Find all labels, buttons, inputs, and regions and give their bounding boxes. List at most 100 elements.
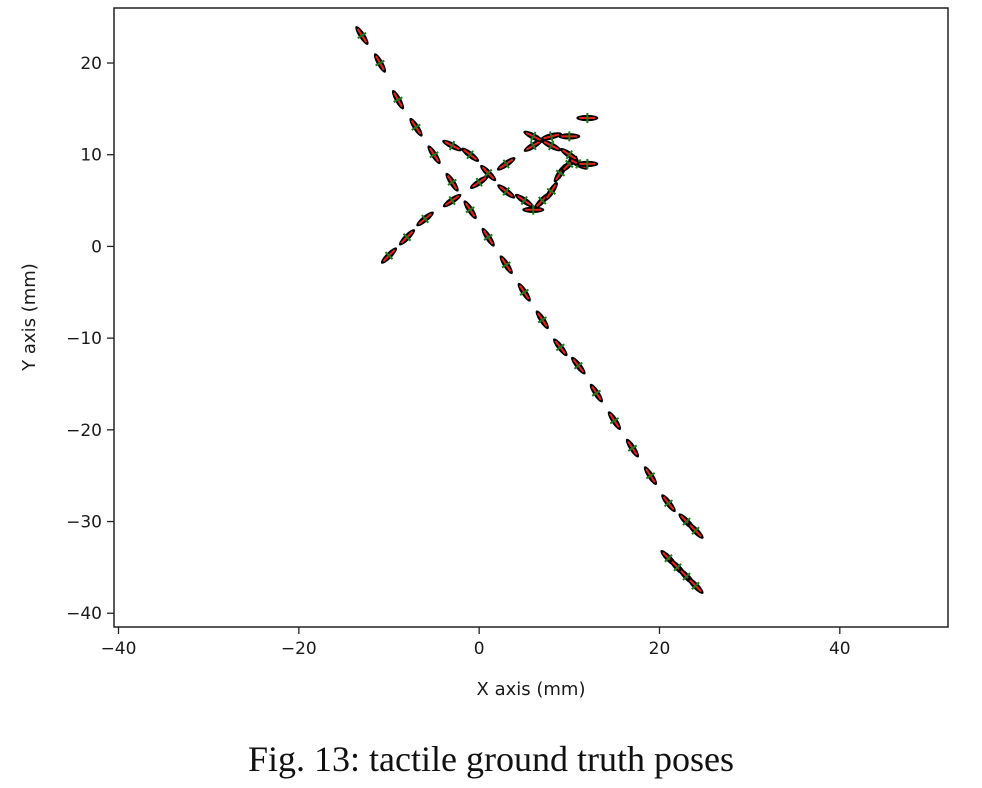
pose-marker bbox=[560, 148, 579, 162]
pose-marker bbox=[497, 184, 516, 199]
pose-axis-green bbox=[673, 563, 682, 572]
pose-marker bbox=[643, 466, 658, 486]
pose-axis-green bbox=[627, 444, 638, 452]
pose-marker bbox=[522, 204, 545, 215]
pose-axis-green bbox=[384, 251, 394, 260]
x-tick-label: −40 bbox=[101, 639, 137, 659]
pose-axis-green bbox=[393, 96, 403, 104]
pose-axis-green bbox=[447, 178, 457, 186]
x-axis-ticks: −40 −20 0 20 40 bbox=[101, 627, 851, 659]
pose-axis-green bbox=[530, 131, 537, 142]
pose-marker bbox=[416, 211, 434, 227]
pose-marker bbox=[442, 193, 462, 208]
pose-marker bbox=[576, 158, 599, 169]
pose-marker bbox=[517, 282, 531, 302]
pose-marker bbox=[541, 139, 562, 152]
pose-marker bbox=[499, 255, 513, 275]
pose-axis-green bbox=[555, 343, 565, 352]
pose-marker bbox=[463, 200, 477, 220]
pose-axis-green bbox=[375, 59, 385, 67]
pose-axis-green bbox=[664, 554, 673, 563]
y-tick-label: −30 bbox=[66, 513, 102, 533]
pose-marker bbox=[427, 145, 441, 165]
scatter-plot: −40 −20 0 20 40 20 10 0 −10 −20 −30 −40 X axis (mm… bbox=[19, 7, 949, 700]
pose-marker bbox=[480, 164, 497, 182]
pose-marker bbox=[373, 53, 387, 73]
pose-axis-green bbox=[529, 140, 537, 151]
pose-axis-green bbox=[466, 150, 474, 160]
pose-marker bbox=[687, 522, 704, 539]
pose-marker bbox=[558, 131, 581, 142]
y-tick-label: 20 bbox=[80, 54, 102, 74]
pose-marker bbox=[442, 139, 463, 152]
pose-axis-green bbox=[502, 159, 510, 169]
pose-axis-green bbox=[483, 168, 493, 178]
pose-axis-green bbox=[421, 214, 429, 224]
x-tick-label: 40 bbox=[829, 639, 851, 659]
pose-marker bbox=[553, 338, 568, 357]
pose-axis-green bbox=[519, 288, 529, 296]
pose-marker bbox=[481, 227, 495, 247]
pose-marker bbox=[571, 356, 586, 375]
pose-axis-green bbox=[555, 169, 566, 177]
y-tick-label: −40 bbox=[66, 604, 102, 624]
x-tick-label: 0 bbox=[474, 639, 485, 659]
x-tick-label: 20 bbox=[649, 639, 671, 659]
pose-axis-green bbox=[591, 389, 602, 397]
pose-marker bbox=[540, 131, 562, 142]
pose-axis-green bbox=[448, 195, 456, 206]
pose-marker bbox=[625, 438, 640, 458]
pose-axis-green bbox=[448, 140, 456, 151]
pose-marker bbox=[461, 147, 480, 162]
pose-axis-green bbox=[502, 186, 511, 196]
pose-axis-green bbox=[465, 206, 475, 214]
y-axis-label: Y axis (mm) bbox=[19, 263, 40, 372]
y-tick-label: −20 bbox=[66, 421, 102, 441]
pose-axis-green bbox=[565, 159, 574, 169]
x-tick-label: −20 bbox=[281, 639, 317, 659]
pose-axis-green bbox=[549, 131, 554, 142]
pose-marker bbox=[607, 411, 621, 431]
pose-marker bbox=[469, 175, 489, 189]
pose-axis-green bbox=[483, 233, 493, 241]
pose-marker bbox=[523, 139, 543, 152]
pose-axis-green bbox=[357, 31, 367, 40]
pose-axis-green bbox=[537, 316, 548, 324]
pose-marker bbox=[661, 494, 676, 513]
pose-marker bbox=[380, 247, 398, 264]
pose-axis-green bbox=[501, 261, 511, 269]
pose-axis-green bbox=[411, 123, 421, 131]
plot-frame bbox=[113, 7, 949, 628]
pose-axis-green bbox=[691, 581, 700, 590]
pose-axis-green bbox=[475, 177, 483, 187]
pose-marker bbox=[398, 229, 416, 246]
pose-axis-green bbox=[548, 140, 555, 151]
pose-axis-green bbox=[645, 472, 656, 480]
pose-marker bbox=[523, 130, 544, 143]
pose-marker bbox=[391, 89, 405, 110]
pose-axis-green bbox=[682, 517, 691, 526]
pose-marker bbox=[445, 172, 459, 192]
pose-marker bbox=[544, 182, 558, 201]
pose-marker bbox=[576, 113, 599, 124]
pose-axis-green bbox=[682, 572, 691, 581]
pose-axis-green bbox=[546, 187, 557, 195]
pose-marker bbox=[409, 117, 423, 137]
pose-marker bbox=[514, 193, 534, 208]
pose-marker bbox=[355, 26, 369, 45]
y-tick-label: 10 bbox=[80, 146, 102, 166]
pose-axis-green bbox=[609, 417, 620, 425]
pose-marks bbox=[355, 26, 704, 594]
pose-axis-green bbox=[538, 196, 547, 205]
pose-marker bbox=[496, 157, 516, 171]
pose-axis-green bbox=[402, 233, 412, 242]
pose-marker bbox=[535, 310, 549, 330]
pose-axis-green bbox=[429, 151, 439, 159]
pose-axis-green bbox=[691, 526, 700, 535]
y-tick-label: −10 bbox=[66, 329, 102, 349]
pose-axis-green bbox=[663, 499, 674, 508]
pose-marker bbox=[589, 383, 603, 403]
x-axis-label: X axis (mm) bbox=[477, 679, 586, 700]
pose-axis-green bbox=[565, 150, 573, 160]
